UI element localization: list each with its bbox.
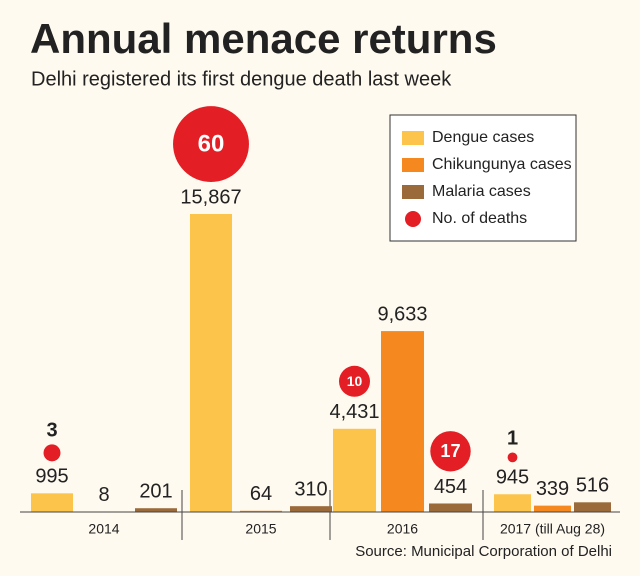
- death-label: 10: [347, 373, 363, 389]
- legend-label: Chikungunya cases: [432, 156, 572, 173]
- bar: [494, 494, 531, 512]
- value-label: 4,431: [329, 401, 379, 423]
- legend-swatch: [402, 185, 424, 199]
- x-tick-label: 2016: [387, 521, 418, 537]
- value-label: 310: [294, 478, 327, 500]
- death-bubble: [430, 431, 471, 472]
- death-bubble: [43, 444, 61, 462]
- death-bubble: [507, 452, 518, 463]
- chart-title: Annual menace returns: [30, 15, 497, 62]
- value-label: 339: [536, 478, 569, 500]
- legend-swatch: [405, 211, 421, 227]
- bar: [333, 428, 376, 512]
- x-tick-label: 2017 (till Aug 28): [500, 521, 605, 537]
- death-label: 60: [198, 130, 225, 157]
- value-label: 454: [434, 476, 467, 498]
- bar: [574, 502, 611, 512]
- legend-label: Malaria cases: [432, 183, 531, 200]
- bar: [429, 503, 472, 512]
- bar: [534, 505, 571, 512]
- x-tick-label: 2014: [88, 521, 119, 537]
- death-label: 3: [46, 420, 57, 442]
- legend-swatch: [402, 158, 424, 172]
- death-bubble: [339, 365, 370, 397]
- chart-subtitle: Delhi registered its first dengue death …: [31, 68, 452, 90]
- death-bubble: [173, 106, 249, 182]
- value-label: 9,633: [377, 303, 427, 325]
- bar: [190, 213, 232, 512]
- legend-label: No. of deaths: [432, 210, 527, 227]
- death-label: 1: [507, 428, 518, 450]
- legend-label: Dengue cases: [432, 129, 534, 146]
- bar: [240, 510, 282, 512]
- value-label: 945: [496, 467, 529, 489]
- legend-swatch: [402, 131, 424, 145]
- death-label: 17: [440, 441, 460, 461]
- value-label: 201: [139, 481, 172, 503]
- x-tick-label: 2015: [245, 521, 276, 537]
- value-label: 995: [35, 466, 68, 488]
- bar: [31, 493, 73, 512]
- value-label: 8: [98, 484, 109, 506]
- bar: [290, 506, 332, 512]
- bar: [381, 331, 424, 512]
- value-label: 516: [576, 475, 609, 497]
- value-label: 64: [250, 483, 272, 505]
- source: Source: Municipal Corporation of Delhi: [355, 543, 612, 560]
- value-label: 15,867: [180, 186, 241, 208]
- bar: [135, 508, 177, 512]
